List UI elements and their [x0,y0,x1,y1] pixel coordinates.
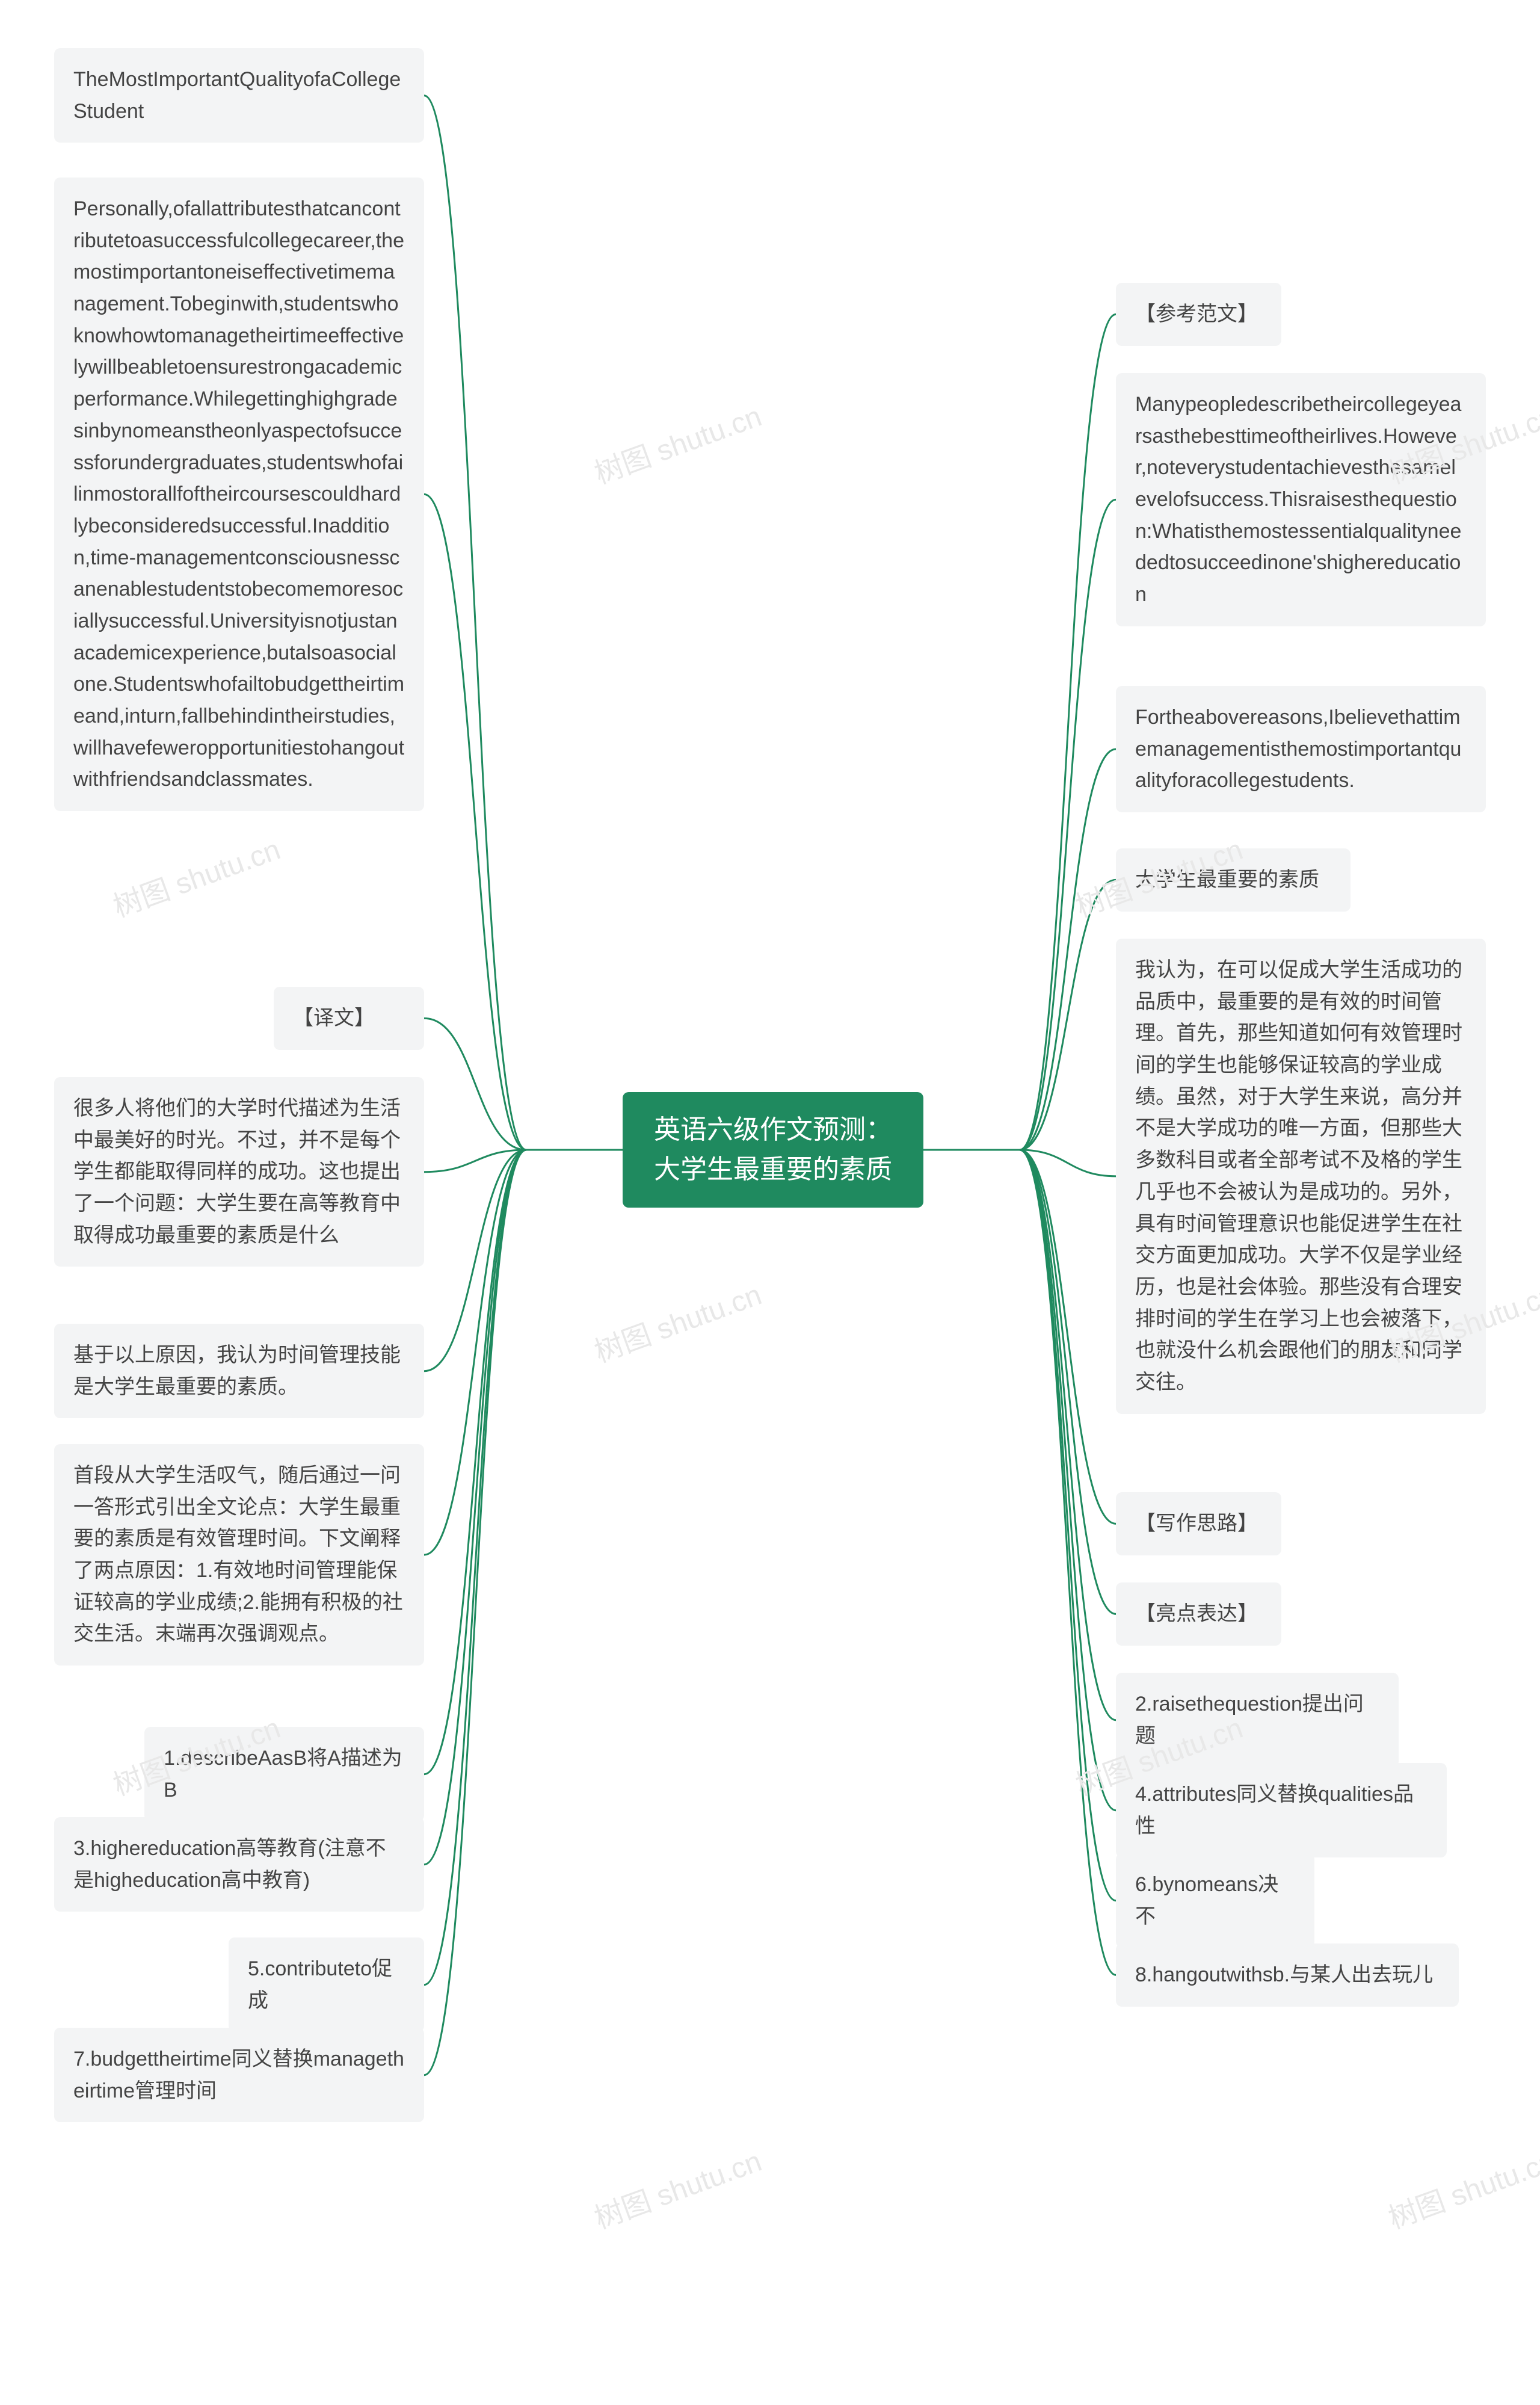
right-node-7: 2.raisethequestion提出问题 [1116,1673,1399,1767]
left-node-5: 首段从大学生活叹气，随后通过一问一答形式引出全文论点：大学生最重要的素质是有效管… [54,1444,424,1666]
left-node-3: 很多人将他们的大学时代描述为生活中最美好的时光。不过，并不是每个学生都能取得同样… [54,1077,424,1267]
right-node-5: 【写作思路】 [1116,1492,1281,1555]
right-node-0: 【参考范文】 [1116,283,1281,346]
left-node-6: 1.describeAasB将A描述为B [144,1727,424,1821]
left-node-1: Personally,ofallattributesthatcancontrib… [54,178,424,811]
right-node-4: 我认为，在可以促成大学生活成功的品质中，最重要的是有效的时间管理。首先，那些知道… [1116,939,1486,1414]
right-node-3: 大学生最重要的素质 [1116,848,1351,912]
watermark-3: 树图 shutu.cn [588,1271,766,1370]
right-node-8: 4.attributes同义替换qualities品性 [1116,1763,1447,1857]
right-node-1: Manypeopledescribetheircollegeyearsasthe… [1116,373,1486,626]
right-node-9: 6.bynomeans决不 [1116,1853,1314,1948]
left-node-7: 3.highereducation高等教育(注意不是higheducation高… [54,1817,424,1912]
watermark-9: 树图 shutu.cn [1382,2137,1540,2237]
center-node: 英语六级作文预测：大学生最重要的素质 [623,1092,923,1208]
right-node-2: Fortheabovereasons,Ibelievethattimemanag… [1116,686,1486,812]
left-node-8: 5.contributeto促成 [229,1937,424,2032]
left-node-4: 基于以上原因，我认为时间管理技能是大学生最重要的素质。 [54,1324,424,1418]
left-node-0: TheMostImportantQualityofaCollegeStudent [54,48,424,143]
right-node-6: 【亮点表达】 [1116,1582,1281,1646]
left-node-2: 【译文】 [274,987,424,1050]
watermark-2: 树图 shutu.cn [588,392,766,492]
left-node-9: 7.budgettheirtime同义替换managetheirtime管理时间 [54,2028,424,2122]
right-node-10: 8.hangoutwithsb.与某人出去玩儿 [1116,1943,1459,2007]
watermark-4: 树图 shutu.cn [588,2137,766,2237]
watermark-0: 树图 shutu.cn [106,826,285,925]
